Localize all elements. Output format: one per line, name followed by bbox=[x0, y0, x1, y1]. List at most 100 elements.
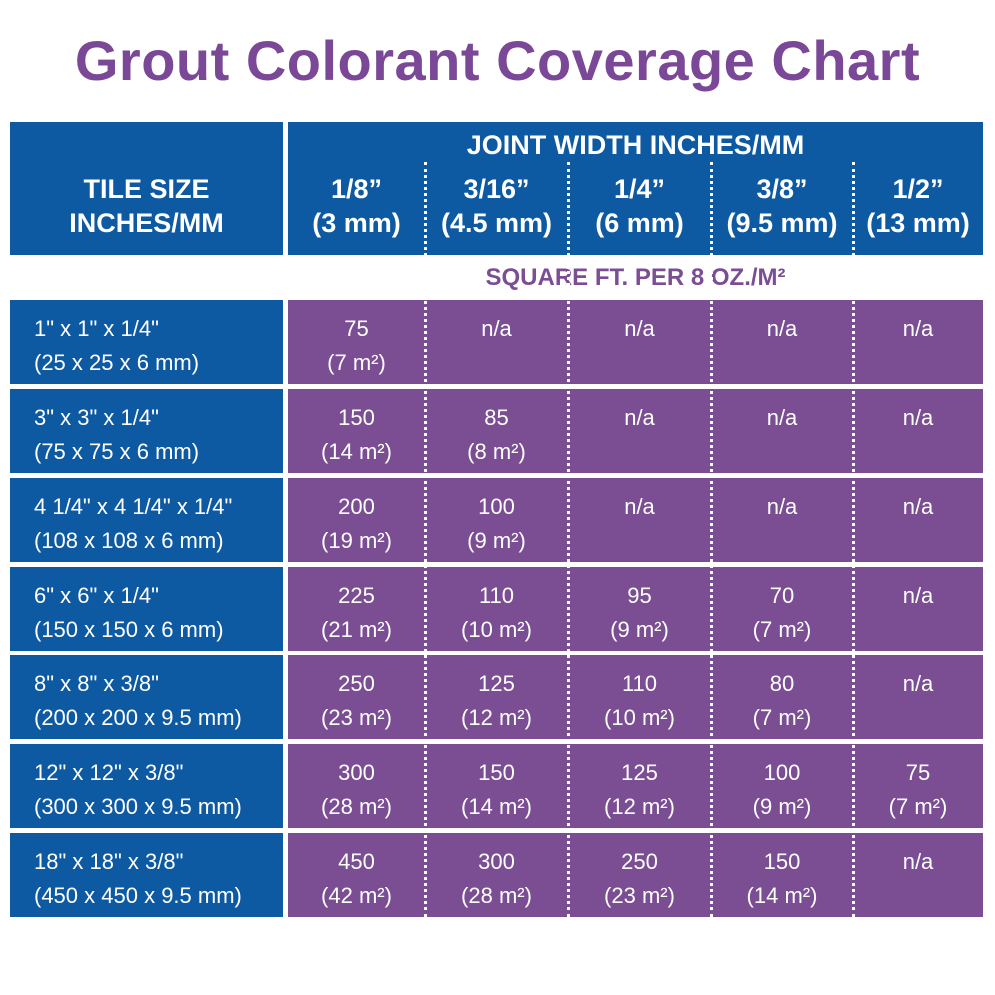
coverage-metric: (7 m²) bbox=[888, 794, 948, 819]
coverage-metric: (23 m²) bbox=[604, 883, 675, 908]
coverage-cell: 100 (9 m²) bbox=[425, 478, 568, 562]
tile-size-mm: (300 x 300 x 9.5 mm) bbox=[34, 794, 242, 819]
tile-size-mm: (150 x 150 x 6 mm) bbox=[34, 617, 224, 642]
column-inch: 1/8” bbox=[330, 174, 383, 204]
coverage-metric: (10 m²) bbox=[461, 617, 532, 642]
column-mm: (6 mm) bbox=[595, 208, 684, 238]
coverage-value: 150 bbox=[478, 760, 515, 785]
row-background bbox=[288, 744, 983, 828]
coverage-value: n/a bbox=[902, 405, 934, 430]
column-mm: (4.5 mm) bbox=[440, 208, 553, 238]
column-mm: (13 mm) bbox=[866, 208, 970, 238]
coverage-cell: 70 (7 m²) bbox=[711, 567, 853, 651]
coverage-value: 200 bbox=[338, 494, 375, 519]
coverage-cell: 250 (23 m²) bbox=[288, 655, 425, 739]
tile-size-mm: (75 x 75 x 6 mm) bbox=[34, 439, 200, 464]
row-background bbox=[288, 478, 983, 562]
coverage-cell: 110 (10 m²) bbox=[568, 655, 711, 739]
coverage-value: 250 bbox=[338, 671, 375, 696]
coverage-cell: n/a bbox=[568, 389, 711, 473]
column-mm: (3 mm) bbox=[312, 208, 401, 238]
coverage-cell: n/a bbox=[853, 389, 983, 473]
coverage-value: n/a bbox=[481, 316, 512, 341]
coverage-cell: 200 (19 m²) bbox=[288, 478, 425, 562]
column-divider bbox=[567, 162, 570, 917]
coverage-cell: 450 (42 m²) bbox=[288, 833, 425, 917]
column-header: 3/16” (4.5 mm) bbox=[425, 172, 568, 240]
column-divider bbox=[852, 162, 855, 917]
coverage-value: 110 bbox=[478, 583, 515, 608]
row-background bbox=[288, 389, 983, 473]
coverage-metric: (14 m²) bbox=[461, 794, 532, 819]
tile-size-cell: 8" x 8" x 3/8" (200 x 200 x 9.5 mm) bbox=[10, 655, 283, 739]
tile-size-cell: 18" x 18" x 3/8" (450 x 450 x 9.5 mm) bbox=[10, 833, 283, 917]
coverage-metric: (7 m²) bbox=[752, 617, 812, 642]
coverage-cell: 150 (14 m²) bbox=[288, 389, 425, 473]
coverage-value: n/a bbox=[766, 316, 798, 341]
coverage-value: 80 bbox=[769, 671, 795, 696]
coverage-cell: 300 (28 m²) bbox=[425, 833, 568, 917]
tile-size-cell: 12" x 12" x 3/8" (300 x 300 x 9.5 mm) bbox=[10, 744, 283, 828]
coverage-metric: (23 m²) bbox=[321, 705, 392, 730]
coverage-value: 75 bbox=[344, 316, 369, 341]
joint-width-title: JOINT WIDTH INCHES/MM bbox=[466, 130, 805, 160]
coverage-value: 250 bbox=[621, 849, 658, 874]
coverage-cell: 100 (9 m²) bbox=[711, 744, 853, 828]
column-header: 1/2” (13 mm) bbox=[853, 172, 983, 240]
coverage-cell: n/a bbox=[853, 478, 983, 562]
column-inch: 1/4” bbox=[613, 174, 666, 204]
coverage-cell: 250 (23 m²) bbox=[568, 833, 711, 917]
row-background bbox=[288, 567, 983, 651]
column-mm: (9.5 mm) bbox=[726, 208, 838, 238]
tile-size-mm: (450 x 450 x 9.5 mm) bbox=[34, 883, 242, 908]
coverage-value: 85 bbox=[484, 405, 509, 430]
coverage-metric: (9 m²) bbox=[610, 617, 669, 642]
coverage-cell: n/a bbox=[853, 655, 983, 739]
coverage-cell: 110 (10 m²) bbox=[425, 567, 568, 651]
coverage-metric: (9 m²) bbox=[467, 528, 526, 553]
coverage-metric: (12 m²) bbox=[604, 794, 675, 819]
coverage-metric: (28 m²) bbox=[321, 794, 392, 819]
header-line: TILE SIZE bbox=[83, 174, 210, 204]
coverage-cell: n/a bbox=[853, 833, 983, 917]
coverage-cell: 150 (14 m²) bbox=[711, 833, 853, 917]
coverage-metric: (28 m²) bbox=[461, 883, 532, 908]
coverage-value: 75 bbox=[905, 760, 931, 785]
coverage-cell: 75 (7 m²) bbox=[288, 300, 425, 384]
tile-size: 12" x 12" x 3/8" bbox=[34, 760, 184, 785]
column-inch: 3/16” bbox=[463, 174, 530, 204]
coverage-value: 100 bbox=[478, 494, 515, 519]
column-inch: 3/8” bbox=[756, 174, 808, 204]
header-line: INCHES/MM bbox=[69, 208, 224, 238]
row-background bbox=[288, 655, 983, 739]
tile-size-cell: 1" x 1" x 1/4" (25 x 25 x 6 mm) bbox=[10, 300, 283, 384]
coverage-cell: 95 (9 m²) bbox=[568, 567, 711, 651]
coverage-metric: (19 m²) bbox=[321, 528, 392, 553]
coverage-cell: n/a bbox=[853, 300, 983, 384]
joint-width-header bbox=[288, 122, 983, 255]
tile-size: 1" x 1" x 1/4" bbox=[34, 316, 159, 341]
column-inch: 1/2” bbox=[892, 174, 944, 204]
coverage-value: n/a bbox=[902, 316, 934, 341]
coverage-cell: 125 (12 m²) bbox=[425, 655, 568, 739]
coverage-value: 300 bbox=[478, 849, 515, 874]
column-divider bbox=[710, 162, 713, 917]
coverage-metric: (8 m²) bbox=[467, 439, 526, 464]
coverage-value: 100 bbox=[763, 760, 801, 785]
tile-size-cell: 6" x 6" x 1/4" (150 x 150 x 6 mm) bbox=[10, 567, 283, 651]
tile-size-mm: (25 x 25 x 6 mm) bbox=[34, 350, 200, 375]
subheader: SQUARE FT. PER 8 OZ./M² bbox=[485, 264, 786, 291]
coverage-value: 110 bbox=[621, 671, 658, 696]
coverage-value: n/a bbox=[624, 494, 655, 519]
coverage-value: n/a bbox=[902, 849, 934, 874]
tile-size: 3" x 3" x 1/4" bbox=[34, 405, 159, 430]
coverage-metric: (7 m²) bbox=[752, 705, 812, 730]
coverage-metric: (14 m²) bbox=[321, 439, 392, 464]
coverage-value: n/a bbox=[902, 494, 934, 519]
coverage-cell: 75 (7 m²) bbox=[853, 744, 983, 828]
coverage-cell: n/a bbox=[853, 567, 983, 651]
coverage-cell: 300 (28 m²) bbox=[288, 744, 425, 828]
tile-size: 4 1/4" x 4 1/4" x 1/4" bbox=[34, 494, 233, 519]
coverage-cell: n/a bbox=[568, 478, 711, 562]
